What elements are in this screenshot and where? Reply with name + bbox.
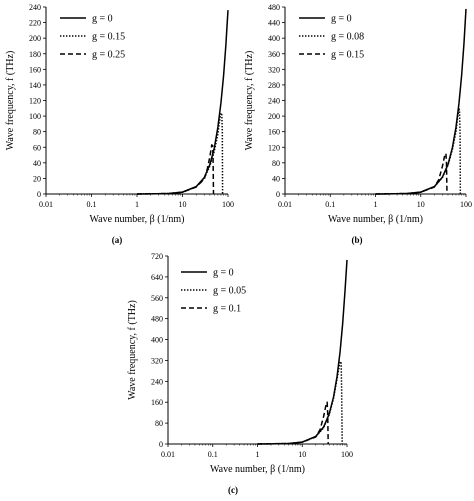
series-line-3 [257,401,329,445]
x-tick-label: 100 [460,200,472,209]
y-tick-label: 480 [268,3,280,12]
y-tick-label: 160 [29,65,41,74]
x-tick-label: 100 [341,450,353,459]
legend-label: g = 0.15 [331,50,364,61]
y-tick-label: 240 [29,3,41,12]
y-tick-label: 0 [159,440,163,449]
y-tick-label: 240 [268,97,280,106]
y-tick-label: 160 [268,128,280,137]
series-line-2 [136,112,224,195]
y-tick-label: 60 [33,143,41,152]
series-line-2 [257,360,343,445]
legend-label: g = 0.1 [213,304,241,315]
y-tick-label: 640 [151,273,163,282]
y-tick-label: 720 [151,252,163,261]
x-tick-label: 0.01 [161,450,175,459]
x-tick-label: 10 [179,200,187,209]
y-tick-label: 80 [33,128,41,137]
x-tick-label: 1 [374,200,378,209]
y-tick-label: 200 [29,34,41,43]
x-tick-label: 10 [417,200,425,209]
y-tick-label: 360 [268,50,280,59]
panel-label: (b) [352,235,363,245]
chart-panel-3: 0 80 160 240 320 400 480 560 640 720 0.01 0.1 1 10 100… [127,252,353,495]
y-tick-label: 280 [268,81,280,90]
y-tick-label: 240 [151,377,163,386]
y-tick-label: 200 [268,112,280,121]
x-axis-label: Wave number, β (1/nm) [90,214,185,225]
series-line-1 [375,8,467,195]
y-tick-label: 120 [29,97,41,106]
y-axis-label: Wave frequency, f (THz) [244,51,255,151]
y-tick-label: 20 [33,174,41,183]
y-tick-label: 0 [276,190,280,199]
x-tick-label: 0.1 [87,200,97,209]
y-tick-label: 560 [151,294,163,303]
y-tick-label: 120 [268,143,280,152]
x-tick-label: 1 [256,450,260,459]
y-axis-label: Wave frequency, f (THz) [5,51,16,151]
y-tick-label: 220 [29,19,41,28]
legend-label: g = 0.25 [92,50,125,61]
legend-label: g = 0 [92,14,113,25]
panel-label: (c) [228,485,238,495]
x-axis-label: Wave number, β (1/nm) [210,464,305,475]
legend-label: g = 0.05 [213,286,246,297]
y-tick-label: 320 [268,65,280,74]
series-line-3 [375,152,448,195]
x-tick-label: 0.1 [208,450,218,459]
legend-label: g = 0 [331,14,352,25]
y-tick-label: 100 [29,112,41,121]
x-tick-label: 10 [298,450,306,459]
y-tick-label: 480 [151,315,163,324]
y-tick-label: 140 [29,81,41,90]
chart-panel-2: 0 40 80 120 160 200 240 280 320 360 400 440 480 0.01 0… [244,3,472,245]
y-tick-label: 40 [33,159,41,168]
y-tick-label: 80 [272,159,280,168]
y-axis-label: Wave frequency, f (THz) [127,300,138,400]
y-tick-label: 40 [272,174,280,183]
series-line-3 [136,144,215,195]
panel-label: (a) [112,235,123,245]
x-tick-label: 0.01 [278,200,292,209]
x-tick-label: 0.01 [39,200,53,209]
y-tick-label: 400 [268,34,280,43]
y-tick-label: 0 [37,190,41,199]
y-tick-label: 160 [151,398,163,407]
series-line-1 [257,259,348,445]
series-line-2 [375,107,462,195]
y-tick-label: 400 [151,336,163,345]
x-tick-label: 100 [222,200,234,209]
legend-label: g = 0.15 [92,32,125,43]
legend-label: g = 0 [213,268,234,279]
y-tick-label: 180 [29,50,41,59]
x-axis-label: Wave number, β (1/nm) [328,214,423,225]
y-tick-label: 80 [155,419,163,428]
y-tick-label: 320 [151,356,163,365]
y-tick-label: 440 [268,19,280,28]
legend-label: g = 0.08 [331,32,364,43]
x-tick-label: 1 [135,200,139,209]
series-line-1 [136,10,229,195]
chart-panel-1: 0 20 40 60 80 100 120 140 160 180 200 220 240 0.01 0.1… [5,3,234,245]
x-tick-label: 0.1 [325,200,335,209]
